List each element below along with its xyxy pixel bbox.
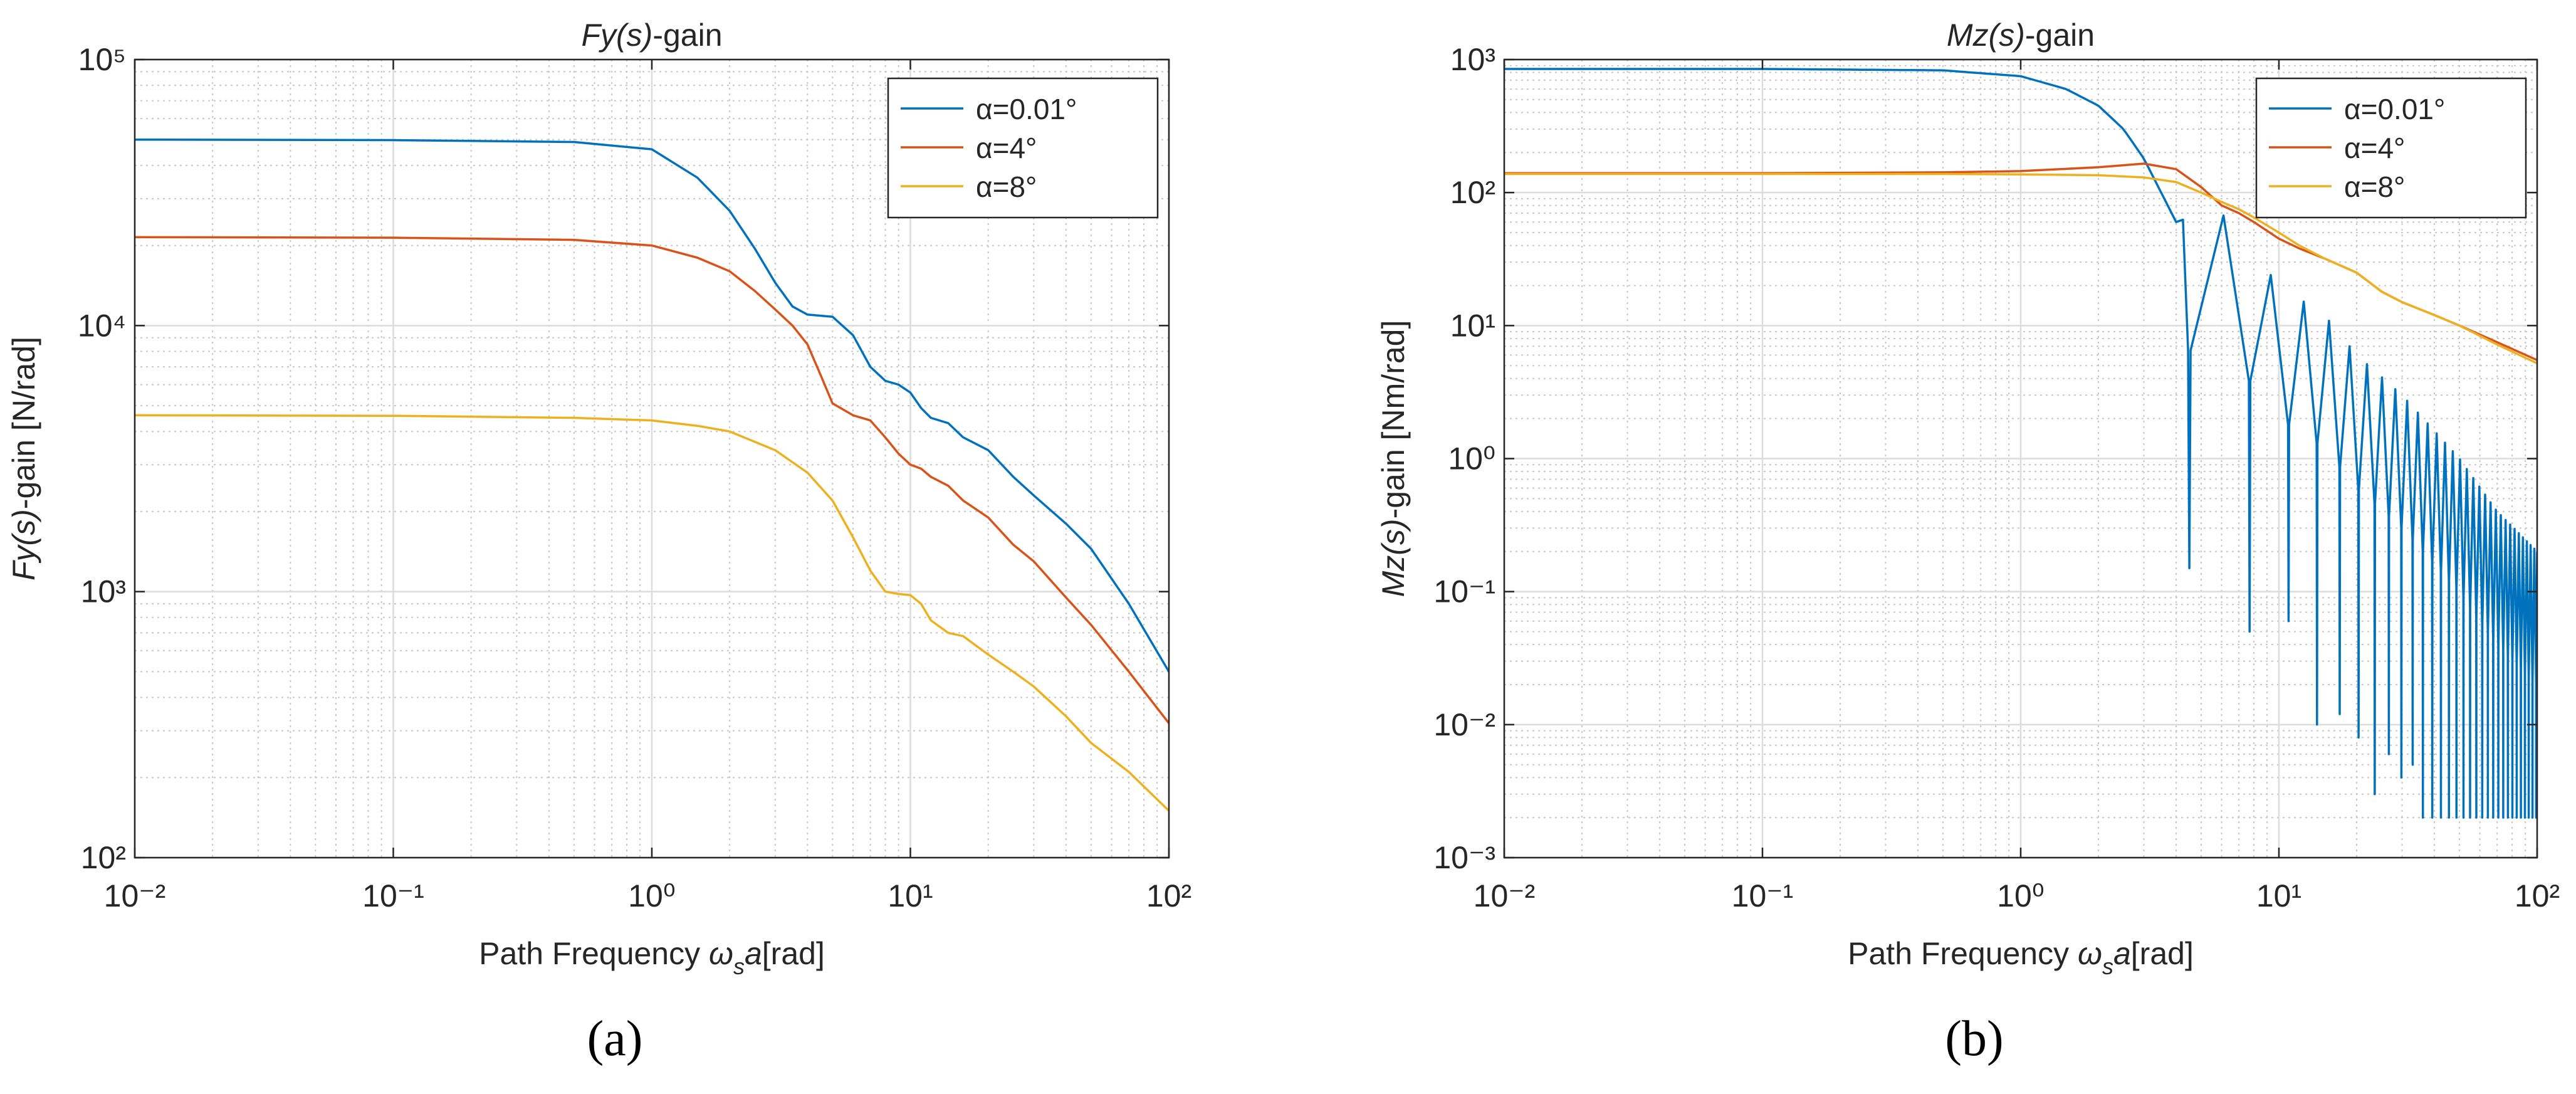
x-tick-label: 10⁰ [1997,878,2045,913]
y-tick-label: 10¹ [1450,308,1495,343]
chart-title-rest: -gain [652,18,722,53]
caption-b: (b) [1880,1011,2068,1068]
y-tick-label: 10³ [1450,42,1495,77]
x-tick-label: 10¹ [887,878,933,913]
legend-label-0: α=0.01° [2344,93,2445,125]
x-tick-label: 10¹ [2256,878,2301,913]
y-tick-label: 10⁻¹ [1433,574,1495,609]
x-tick-label: 10⁻² [1474,878,1536,913]
y-tick-label: 10⁵ [78,42,126,77]
y-tick-label: 10³ [81,574,126,609]
y-axis-label: Fy(s)-gain [N/rad] [6,337,41,581]
y-tick-label: 10² [81,840,126,875]
series-line-2 [135,414,1169,812]
chart-title: Fy(s)-gain [581,18,722,53]
series-group [135,138,1169,812]
chart-title-italic: Fy(s) [581,18,652,53]
x-tick-label: 10² [1146,878,1191,913]
chart-panel-b: 10⁻² 10⁻¹ 10⁰ 10¹ 10²10⁻³10⁻²10⁻¹10⁰10¹10²10… [1376,18,2560,979]
caption-b-text: (b) [1945,1011,2004,1066]
legend: α=0.01° α=4° α=8° [2255,77,2527,219]
y-tick-label: 10⁴ [78,308,126,343]
x-axis-label: Path Frequency ωsa[rad] [479,936,825,979]
legend-label-2: α=8° [2344,171,2405,203]
y-tick-label: 10⁻³ [1433,840,1495,875]
series-line-0 [135,138,1169,673]
legend: α=0.01° α=4° α=8° [887,77,1159,219]
series-line-0 [1504,68,2537,819]
x-axis-label: Path Frequency ωsa[rad] [1848,936,2194,979]
legend-label-0: α=0.01° [976,93,1077,125]
chart-title-rest: -gain [2025,18,2095,53]
caption-a: (a) [521,1011,709,1068]
series-group [1504,68,2537,819]
y-tick-label: 10² [1450,175,1495,210]
x-tick-label: 10⁻¹ [362,878,424,913]
series-line-1 [135,236,1169,724]
y-axis-label: Mz(s)-gain [Nm/rad] [1376,320,1411,597]
y-tick-label: 10⁰ [1448,441,1495,476]
series-line-2 [1504,172,2537,365]
legend-label-1: α=4° [2344,132,2405,164]
x-tick-label: 10⁰ [628,878,676,913]
legend-label-2: α=8° [976,171,1037,203]
legend-label-1: α=4° [976,132,1037,164]
chart-panel-a: 10⁻² 10⁻¹ 10⁰ 10¹ 10² 10² 10³ 10⁴ 10⁵ Fy(s)-gain P… [6,18,1191,979]
caption-a-text: (a) [587,1011,643,1066]
chart-title-italic: Mz(s) [1947,18,2025,53]
x-tick-label: 10⁻¹ [1732,878,1794,913]
y-tick-label: 10⁻² [1433,707,1495,742]
x-tick-label: 10⁻² [104,878,166,913]
chart-title: Mz(s)-gain [1947,18,2095,53]
x-tick-label: 10² [2515,878,2560,913]
